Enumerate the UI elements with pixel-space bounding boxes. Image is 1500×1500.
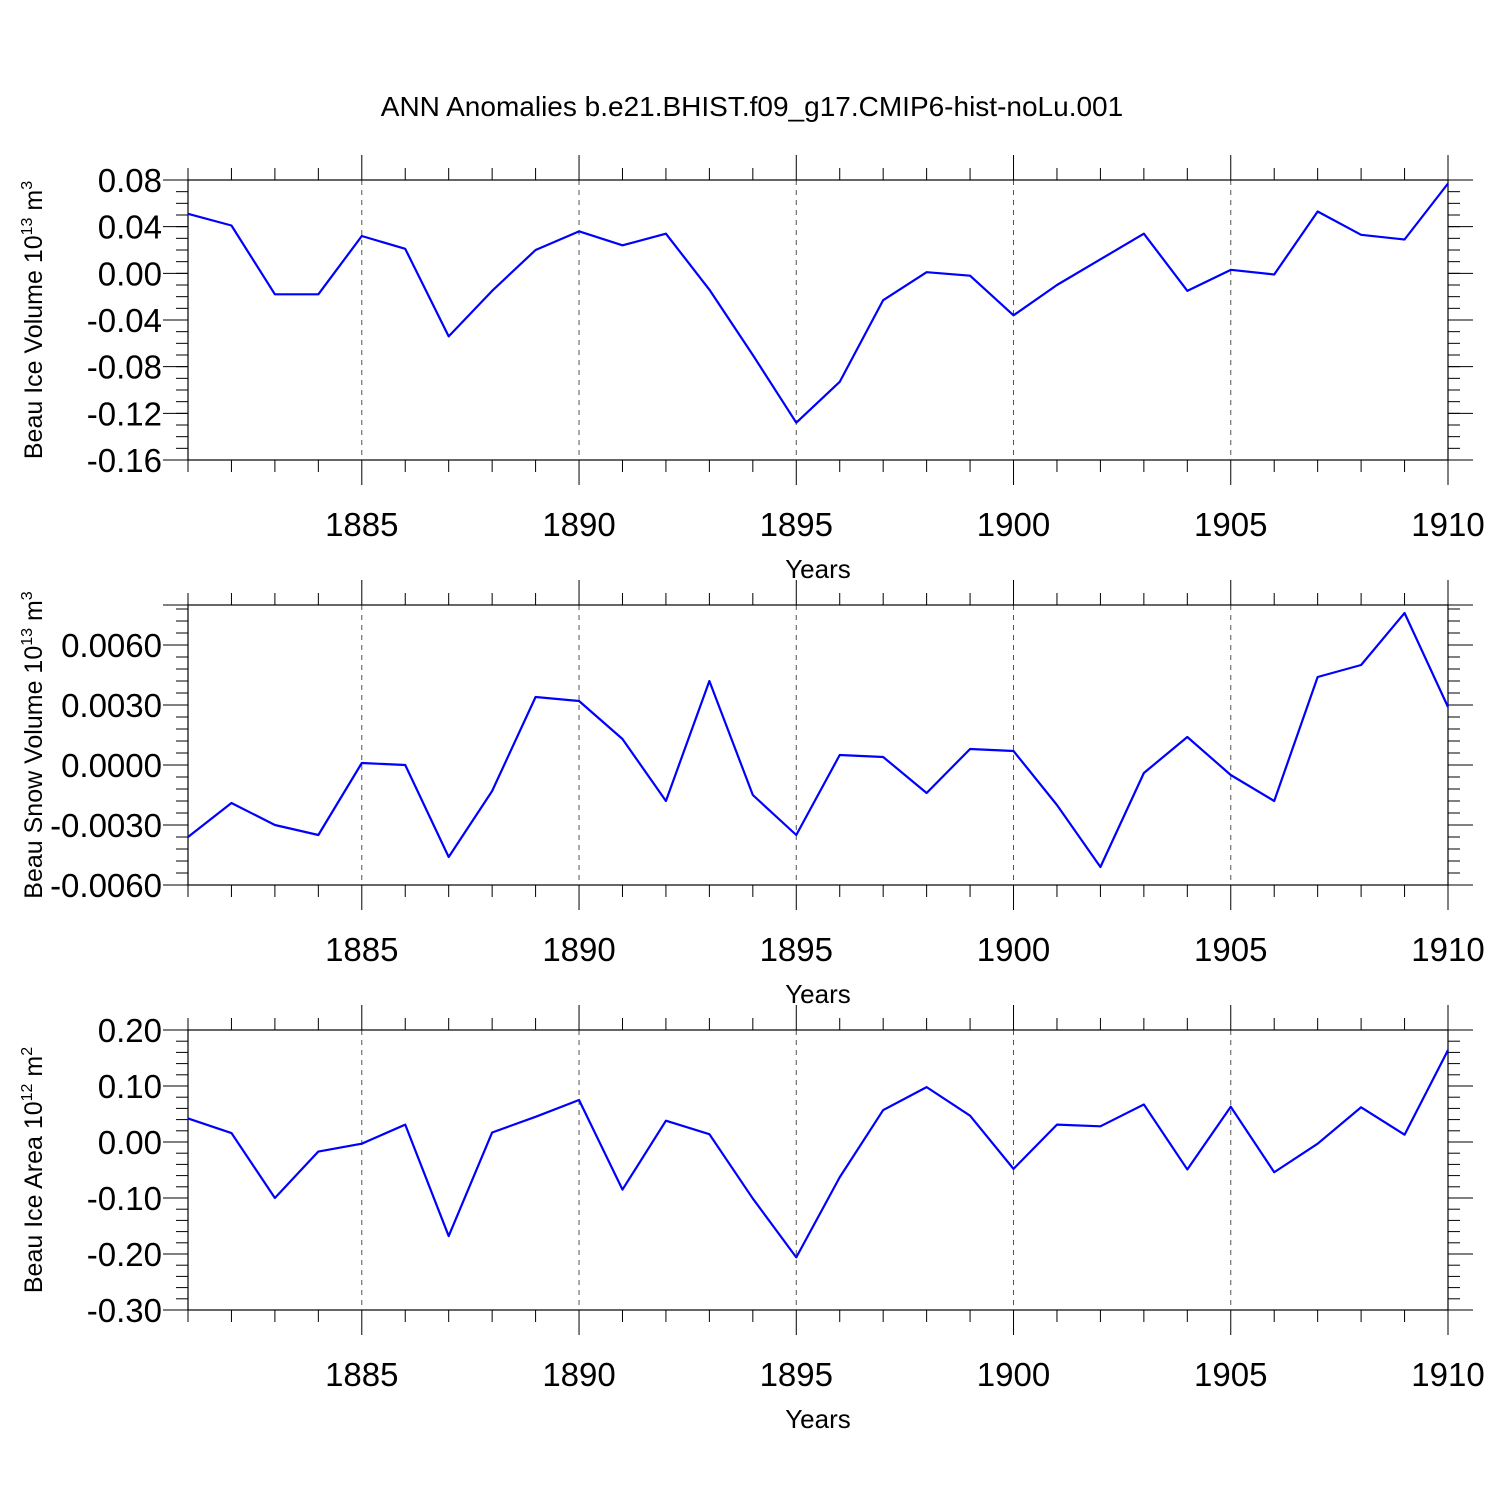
y-tick-label: -0.30	[87, 1292, 162, 1329]
y-axis-title-unit: m	[20, 1056, 48, 1084]
x-tick-label: 1895	[760, 1356, 833, 1393]
x-tick-label: 1910	[1411, 931, 1484, 968]
y-tick-label: -0.12	[87, 395, 162, 432]
y-axis-title-unit: m	[20, 600, 48, 628]
x-tick-label: 1885	[325, 931, 398, 968]
x-tick-label: 1900	[977, 931, 1050, 968]
series-line	[187, 182, 1449, 424]
y-tick-label: 0.00	[98, 255, 162, 292]
x-tick-label: 1890	[542, 931, 615, 968]
panel-3: 1885 1890 1895 1900 1905 1910 Years -0.30 -0.20 -…	[19, 1005, 1485, 1434]
y-axis-title-exponent: 13	[19, 628, 36, 646]
y-tick-label: 0.0000	[61, 747, 162, 784]
x-axis-title: Years	[785, 1404, 851, 1434]
y-tick-label: -0.10	[87, 1180, 162, 1217]
y-axis-title-unit: m	[20, 190, 48, 218]
y-axis-title-main: Beau Ice Volume 10	[20, 235, 48, 459]
x-tick-label: 1890	[542, 1356, 615, 1393]
plot-frame	[187, 1029, 1449, 1311]
x-tick-label: 1900	[977, 506, 1050, 543]
y-tick-label: -0.20	[87, 1236, 162, 1273]
y-tick-label: -0.16	[87, 442, 162, 479]
y-axis-title-unit-exponent: 3	[19, 591, 36, 600]
y-tick-label: 0.10	[98, 1068, 162, 1105]
panel-2: 1885 1890 1895 1900 1905 1910 Years -0.0060 -0.0…	[19, 580, 1485, 1009]
x-tick-label: 1885	[325, 506, 398, 543]
y-tick-label: -0.04	[87, 302, 162, 339]
y-axis-title-exponent: 12	[19, 1083, 36, 1101]
x-tick-label: 1905	[1194, 1356, 1267, 1393]
x-tick-label: 1910	[1411, 1356, 1484, 1393]
y-tick-label: -0.0060	[50, 867, 162, 904]
y-axis-title: Beau Snow Volume 1013 m3	[19, 591, 48, 899]
y-tick-label: 0.0060	[61, 627, 162, 664]
y-tick-label: 0.08	[98, 162, 162, 199]
x-tick-label: 1885	[325, 1356, 398, 1393]
x-tick-label: 1895	[760, 931, 833, 968]
y-tick-label: -0.08	[87, 349, 162, 386]
series-line	[187, 1049, 1449, 1259]
y-tick-label: 0.0030	[61, 687, 162, 724]
x-axis-title: Years	[785, 554, 851, 584]
y-axis-title-exponent: 13	[19, 217, 36, 235]
y-axis-title-unit-exponent: 2	[19, 1047, 36, 1056]
y-axis-title-main: Beau Snow Volume 10	[20, 646, 48, 899]
y-axis-title: Beau Ice Area 1012 m2	[19, 1047, 48, 1293]
y-axis-title: Beau Ice Volume 1013 m3	[19, 181, 48, 459]
x-tick-label: 1905	[1194, 506, 1267, 543]
x-tick-label: 1900	[977, 1356, 1050, 1393]
y-tick-label: 0.04	[98, 209, 162, 246]
y-tick-label: -0.0030	[50, 807, 162, 844]
y-axis-title-unit-exponent: 3	[19, 181, 36, 190]
x-tick-label: 1905	[1194, 931, 1267, 968]
x-tick-label: 1895	[760, 506, 833, 543]
panel-1: 1885 1890 1895 1900 1905 1910 Years -0.16 -0.12 -…	[19, 155, 1485, 584]
x-axis-title: Years	[785, 979, 851, 1009]
plot-frame	[187, 604, 1449, 886]
y-tick-label: 0.00	[98, 1124, 162, 1161]
figure-title: ANN Anomalies b.e21.BHIST.f09_g17.CMIP6-…	[381, 91, 1123, 122]
y-axis-title-main: Beau Ice Area 10	[20, 1101, 48, 1293]
y-tick-label: 0.20	[98, 1012, 162, 1049]
x-tick-label: 1910	[1411, 506, 1484, 543]
plot-frame	[187, 179, 1449, 461]
x-tick-label: 1890	[542, 506, 615, 543]
series-line	[187, 611, 1449, 869]
